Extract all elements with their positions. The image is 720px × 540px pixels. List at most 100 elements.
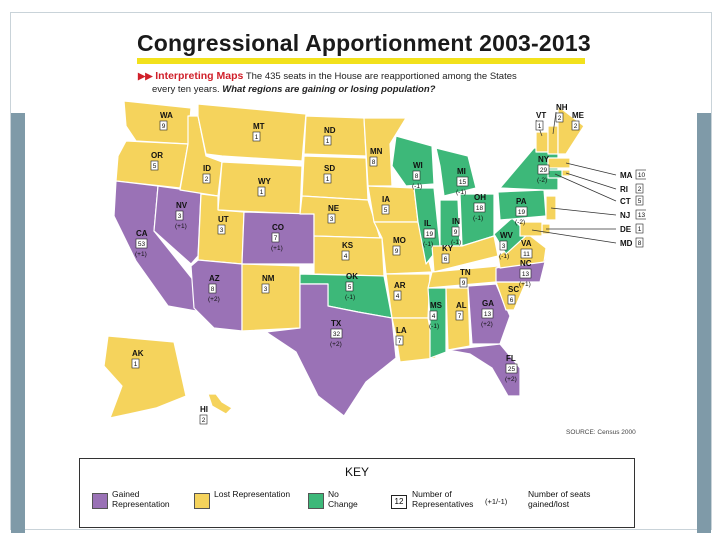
seat-count: 2	[205, 176, 209, 183]
seat-count: 32	[333, 331, 341, 338]
state-abbr: OH	[474, 193, 486, 202]
seat-change: (+1)	[175, 223, 187, 230]
seat-count: 2	[638, 186, 642, 193]
seat-change: (+1)	[271, 245, 283, 252]
seat-change: (-1)	[429, 323, 439, 330]
state-abbr: LA	[396, 326, 407, 335]
seat-change: (+2)	[505, 376, 517, 383]
seat-count-box	[635, 209, 646, 220]
seat-count: 3	[330, 216, 334, 223]
state-abbr: NJ	[620, 211, 630, 220]
state-ak	[103, 335, 187, 419]
seat-count-box	[499, 240, 508, 251]
intro-sentence-2: every ten years.	[152, 84, 220, 95]
seat-count: 19	[518, 209, 526, 216]
state-mt	[197, 103, 307, 162]
seat-count: 1	[260, 189, 264, 196]
seat-count: 5	[384, 207, 388, 214]
state-me	[557, 105, 585, 155]
state-abbr: GA	[482, 299, 494, 308]
intro-question: What regions are gaining or losing popul…	[222, 84, 436, 95]
seat-count: 2	[574, 123, 578, 130]
seat-count-box	[429, 310, 438, 321]
seat-count-box	[635, 223, 644, 234]
seat-count: 11	[523, 251, 530, 258]
state-abbr: TN	[460, 268, 471, 277]
seat-count-box	[202, 173, 211, 184]
seat-count-box	[381, 204, 390, 215]
seat-count-box	[412, 170, 421, 181]
state-abbr: CA	[136, 229, 148, 238]
seat-count-box	[261, 283, 270, 294]
seat-count: 15	[459, 179, 467, 186]
seat-count-box	[159, 120, 168, 131]
seat-count-box	[257, 186, 266, 197]
seat-count: 19	[426, 231, 434, 238]
seat-change: (-1)	[499, 253, 509, 260]
state-abbr: NM	[262, 274, 275, 283]
seat-count-box	[217, 224, 226, 235]
seat-count-box	[507, 294, 516, 305]
seat-count-box	[571, 120, 580, 131]
state-abbr: OK	[346, 272, 358, 281]
seat-change: (+2)	[330, 341, 342, 348]
seat-count: 6	[444, 256, 448, 263]
seat-count-box	[199, 414, 208, 425]
seat-change: (-1)	[412, 183, 422, 190]
state-abbr: OR	[151, 151, 163, 160]
state-abbr: VT	[536, 111, 546, 120]
seat-count: 7	[398, 338, 402, 345]
seat-count: 9	[162, 123, 166, 130]
seat-count-box	[505, 363, 518, 374]
state-abbr: AK	[132, 349, 144, 358]
state-abbr: WV	[500, 231, 514, 240]
seat-count-box	[135, 238, 148, 249]
seat-count: 4	[344, 253, 348, 260]
state-wa	[123, 100, 192, 145]
seat-count-box	[635, 195, 644, 206]
seat-count: 3	[220, 227, 224, 234]
seat-count-box	[252, 131, 261, 142]
seat-count-box	[271, 232, 280, 243]
seat-count-box	[537, 164, 550, 175]
seat-count-box	[392, 245, 401, 256]
seat-count: 7	[458, 313, 462, 320]
seat-count: 53	[138, 241, 146, 248]
seat-count: 18	[476, 205, 484, 212]
lost-swatch	[194, 493, 210, 509]
seat-count-box	[423, 228, 436, 239]
state-ny	[499, 147, 559, 191]
state-abbr: CO	[272, 223, 284, 232]
seat-count: 1	[638, 226, 642, 233]
seat-change: (+2)	[481, 321, 493, 328]
state-la	[391, 317, 437, 363]
seat-count: 5	[638, 198, 642, 205]
seat-count-box	[323, 173, 332, 184]
seat-count-box	[323, 135, 332, 146]
state-vt	[535, 131, 549, 153]
state-ms	[427, 287, 447, 359]
seat-count-box	[635, 183, 644, 194]
state-abbr: HI	[200, 405, 208, 414]
no-change-label: No Change	[328, 489, 358, 509]
number-label: Number of Representatives	[412, 489, 474, 509]
state-abbr: AL	[456, 301, 467, 310]
leader-line-ri	[565, 172, 617, 190]
state-abbr: ND	[324, 126, 336, 135]
key-title: KEY	[344, 465, 369, 479]
state-abbr: TX	[331, 319, 342, 328]
seat-count-box	[635, 237, 644, 248]
state-abbr: SD	[324, 164, 335, 173]
seat-count: 10	[638, 172, 646, 179]
intro-heading: Interpreting Maps	[155, 70, 244, 82]
seat-change: (+1)	[135, 251, 147, 258]
map-key: KEY Gained Representation Lost Represent…	[79, 458, 635, 528]
seat-change: (-2)	[515, 219, 525, 226]
seat-count-box	[150, 160, 159, 171]
seat-change: (-1)	[451, 239, 461, 246]
gained-swatch	[92, 493, 108, 509]
seat-count: 3	[502, 243, 506, 250]
state-mo	[373, 221, 433, 275]
intro-sentence: The 435 seats in the House are reapporti…	[245, 71, 517, 82]
seat-count: 25	[508, 366, 516, 373]
